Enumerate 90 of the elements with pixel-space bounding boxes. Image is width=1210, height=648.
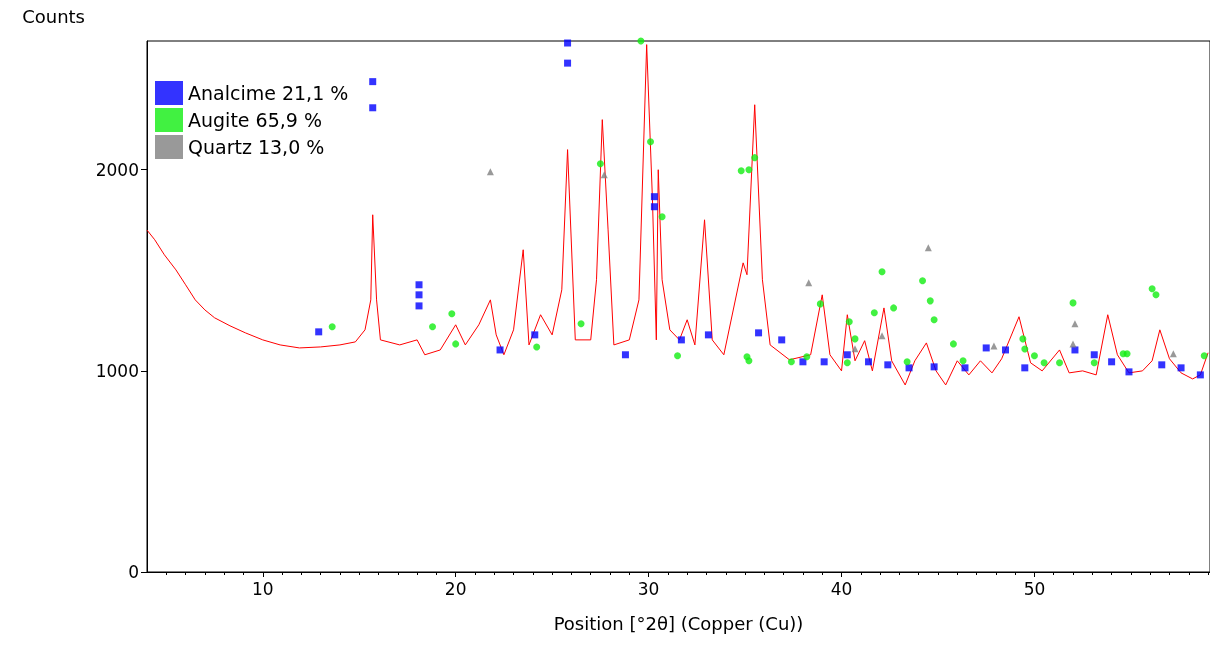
point [919,277,927,285]
point [369,104,377,112]
x-tick-label: 30 [637,578,660,599]
point [1056,359,1064,367]
y-tick-label: 0 [128,562,139,582]
point [745,166,753,174]
point [926,297,934,305]
point [755,329,763,337]
y-axis-title: Counts [22,5,85,27]
point [1196,371,1204,379]
point [870,309,878,317]
x-tick-label: 20 [444,578,467,599]
point [486,168,494,176]
point [415,281,423,289]
legend-label: Augite 65,9 % [188,109,322,131]
point [533,343,541,351]
point [799,358,807,366]
y-tick-label: 1000 [95,360,139,381]
point [903,358,911,366]
point [448,310,456,318]
x-tick-label: 40 [830,578,853,599]
point [820,358,828,366]
point [496,346,504,354]
point [803,353,811,361]
point [778,336,786,344]
point [890,304,898,312]
point [647,138,655,146]
point [1125,368,1133,376]
point [1090,359,1098,367]
point [865,358,873,366]
point [677,336,685,344]
point [564,59,572,67]
point [1019,335,1027,343]
point [1200,352,1208,360]
point [1040,359,1048,367]
point [531,331,539,339]
point [843,351,851,359]
point [751,154,759,162]
point [650,193,658,201]
point [429,323,437,331]
point [878,268,886,276]
point [452,340,460,348]
point [1152,291,1160,299]
point [1030,352,1038,360]
x-tick-label: 50 [1023,578,1046,599]
point [1108,358,1116,366]
point [745,357,753,365]
point [930,363,938,371]
point [1123,350,1131,358]
point [959,357,967,365]
point [845,318,853,326]
point [905,364,913,372]
point [621,351,629,359]
point [949,340,957,348]
point [1071,320,1079,328]
point [930,316,938,324]
x-axis-title: Position [°2θ] (Copper (Cu)) [553,612,804,634]
legend-label: Analcime 21,1 % [188,82,349,104]
point [1021,364,1029,372]
point [577,320,585,328]
point [1002,346,1009,354]
point [415,291,423,299]
point [787,358,795,366]
point [315,328,323,336]
point [843,359,851,367]
x-tick-label: 10 [251,578,274,599]
point [650,203,658,211]
y-tick-label: 2000 [95,159,139,180]
point [1021,345,1029,353]
point [851,345,859,353]
point [369,78,377,86]
point [674,352,682,360]
point [1158,361,1166,369]
point [1069,340,1077,348]
point [1177,364,1185,372]
point [878,332,886,340]
point [415,302,423,310]
point [961,364,969,372]
point [328,323,336,331]
point [884,361,892,369]
point [816,300,824,308]
point [982,344,990,352]
legend-label: Quartz 13,0 % [188,136,325,158]
point [1148,285,1156,293]
point [596,160,604,168]
point [1090,351,1098,359]
point [564,39,572,47]
point [704,331,712,339]
point [658,213,666,221]
point [737,167,745,175]
